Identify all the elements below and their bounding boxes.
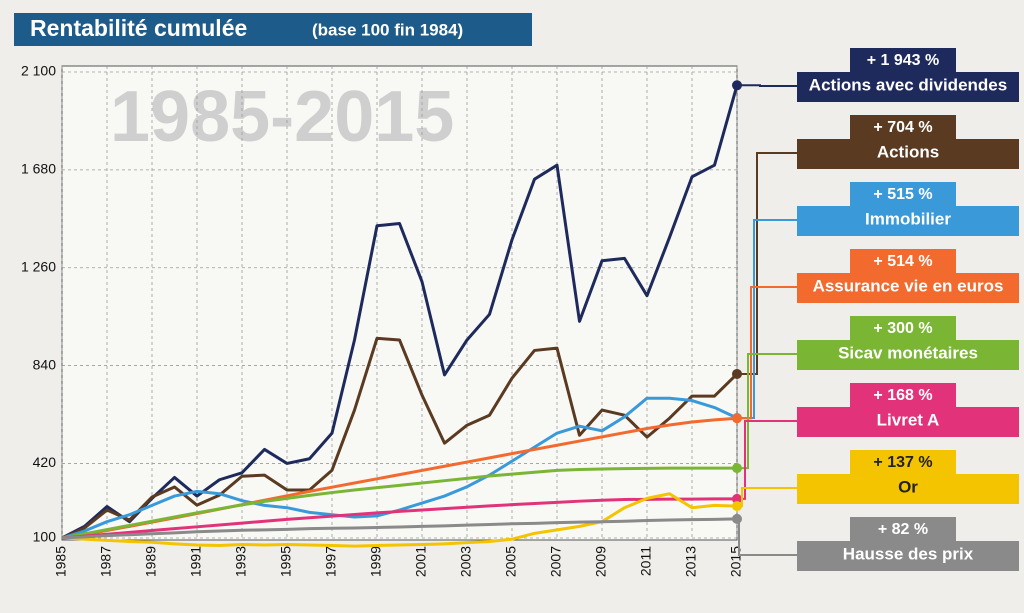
legend-name: Livret A [877,410,940,429]
end-point [732,513,742,524]
legend-value: + 515 % [873,186,932,203]
legend-value: + 168 % [873,387,932,404]
series-line [61,84,739,540]
x-tick-label: 1997 [323,546,339,577]
x-tick-label: 1993 [233,546,249,577]
legend-value-box [850,383,956,407]
x-tick-label: 2013 [683,546,699,577]
x-tick-label: 1999 [368,546,384,577]
legend-name: Sicav monétaires [838,343,978,362]
y-tick-label: 840 [33,356,57,372]
legend-name-box [797,139,1019,169]
x-tick-label: 1987 [98,546,114,577]
end-point [732,80,742,91]
end-point [732,501,742,512]
y-tick-label: 100 [33,529,57,545]
legend-value: + 82 % [878,521,928,538]
series-line [61,497,737,540]
legend-value: + 514 % [873,253,932,270]
legend-value: + 704 % [873,119,932,136]
end-point [732,463,742,474]
legend-value-box [850,450,956,474]
legend-name-box [797,206,1019,236]
x-tick-label: 1995 [278,546,294,577]
x-tick-label: 2001 [413,546,429,577]
series-line [61,517,738,540]
legend-name-box [797,474,1019,504]
legend-name: Actions [877,142,939,161]
legend-name: Hausse des prix [843,544,974,563]
x-tick-label: 2011 [638,546,654,576]
legend-name: Assurance vie en euros [813,276,1004,295]
series-line [61,492,738,548]
legend-value-box [850,517,956,541]
series-line [61,466,737,540]
x-tick-label: 2005 [503,546,519,577]
connector [737,84,797,87]
legend-value: + 137 % [873,454,932,471]
y-tick-label: 1 260 [21,258,56,274]
plot-area [61,65,738,541]
connector [737,286,797,420]
legend-name-box [797,340,1019,370]
title-box [14,13,532,46]
legend-value-box [850,48,956,72]
legend-value-box [850,182,956,206]
connector [737,353,797,470]
chart-title: Rentabilité cumulée [30,15,247,41]
legend-value: + 1 943 % [867,52,940,69]
legend-value-box [850,115,956,139]
x-tick-label: 2003 [458,546,474,577]
legend-name: Immobilier [865,209,951,228]
x-tick-label: 2015 [728,546,744,577]
chart-subtitle: (base 100 fin 1984) [312,20,463,39]
legend-value: + 300 % [873,320,932,337]
legend-name: Actions avec dividendes [809,75,1007,94]
legend-value-box [850,249,956,273]
legend-value-box [850,316,956,340]
end-point [732,493,742,504]
legend-name-box [797,541,1019,571]
y-tick-label: 1 680 [21,161,56,177]
end-point [732,368,742,379]
legend-name-box [797,407,1019,437]
y-tick-label: 2 100 [21,63,56,79]
x-tick-label: 1991 [188,546,204,577]
x-tick-label: 1985 [53,546,69,577]
watermark: 1985-2015 [110,77,454,157]
legend-name: Or [898,477,918,496]
legend-name-box [797,72,1019,102]
x-tick-label: 2007 [548,546,564,577]
x-tick-label: 2009 [593,546,609,577]
end-point [732,413,742,424]
x-tick-label: 1989 [143,546,159,577]
legend-name-box [797,273,1019,303]
y-tick-label: 420 [33,454,57,470]
